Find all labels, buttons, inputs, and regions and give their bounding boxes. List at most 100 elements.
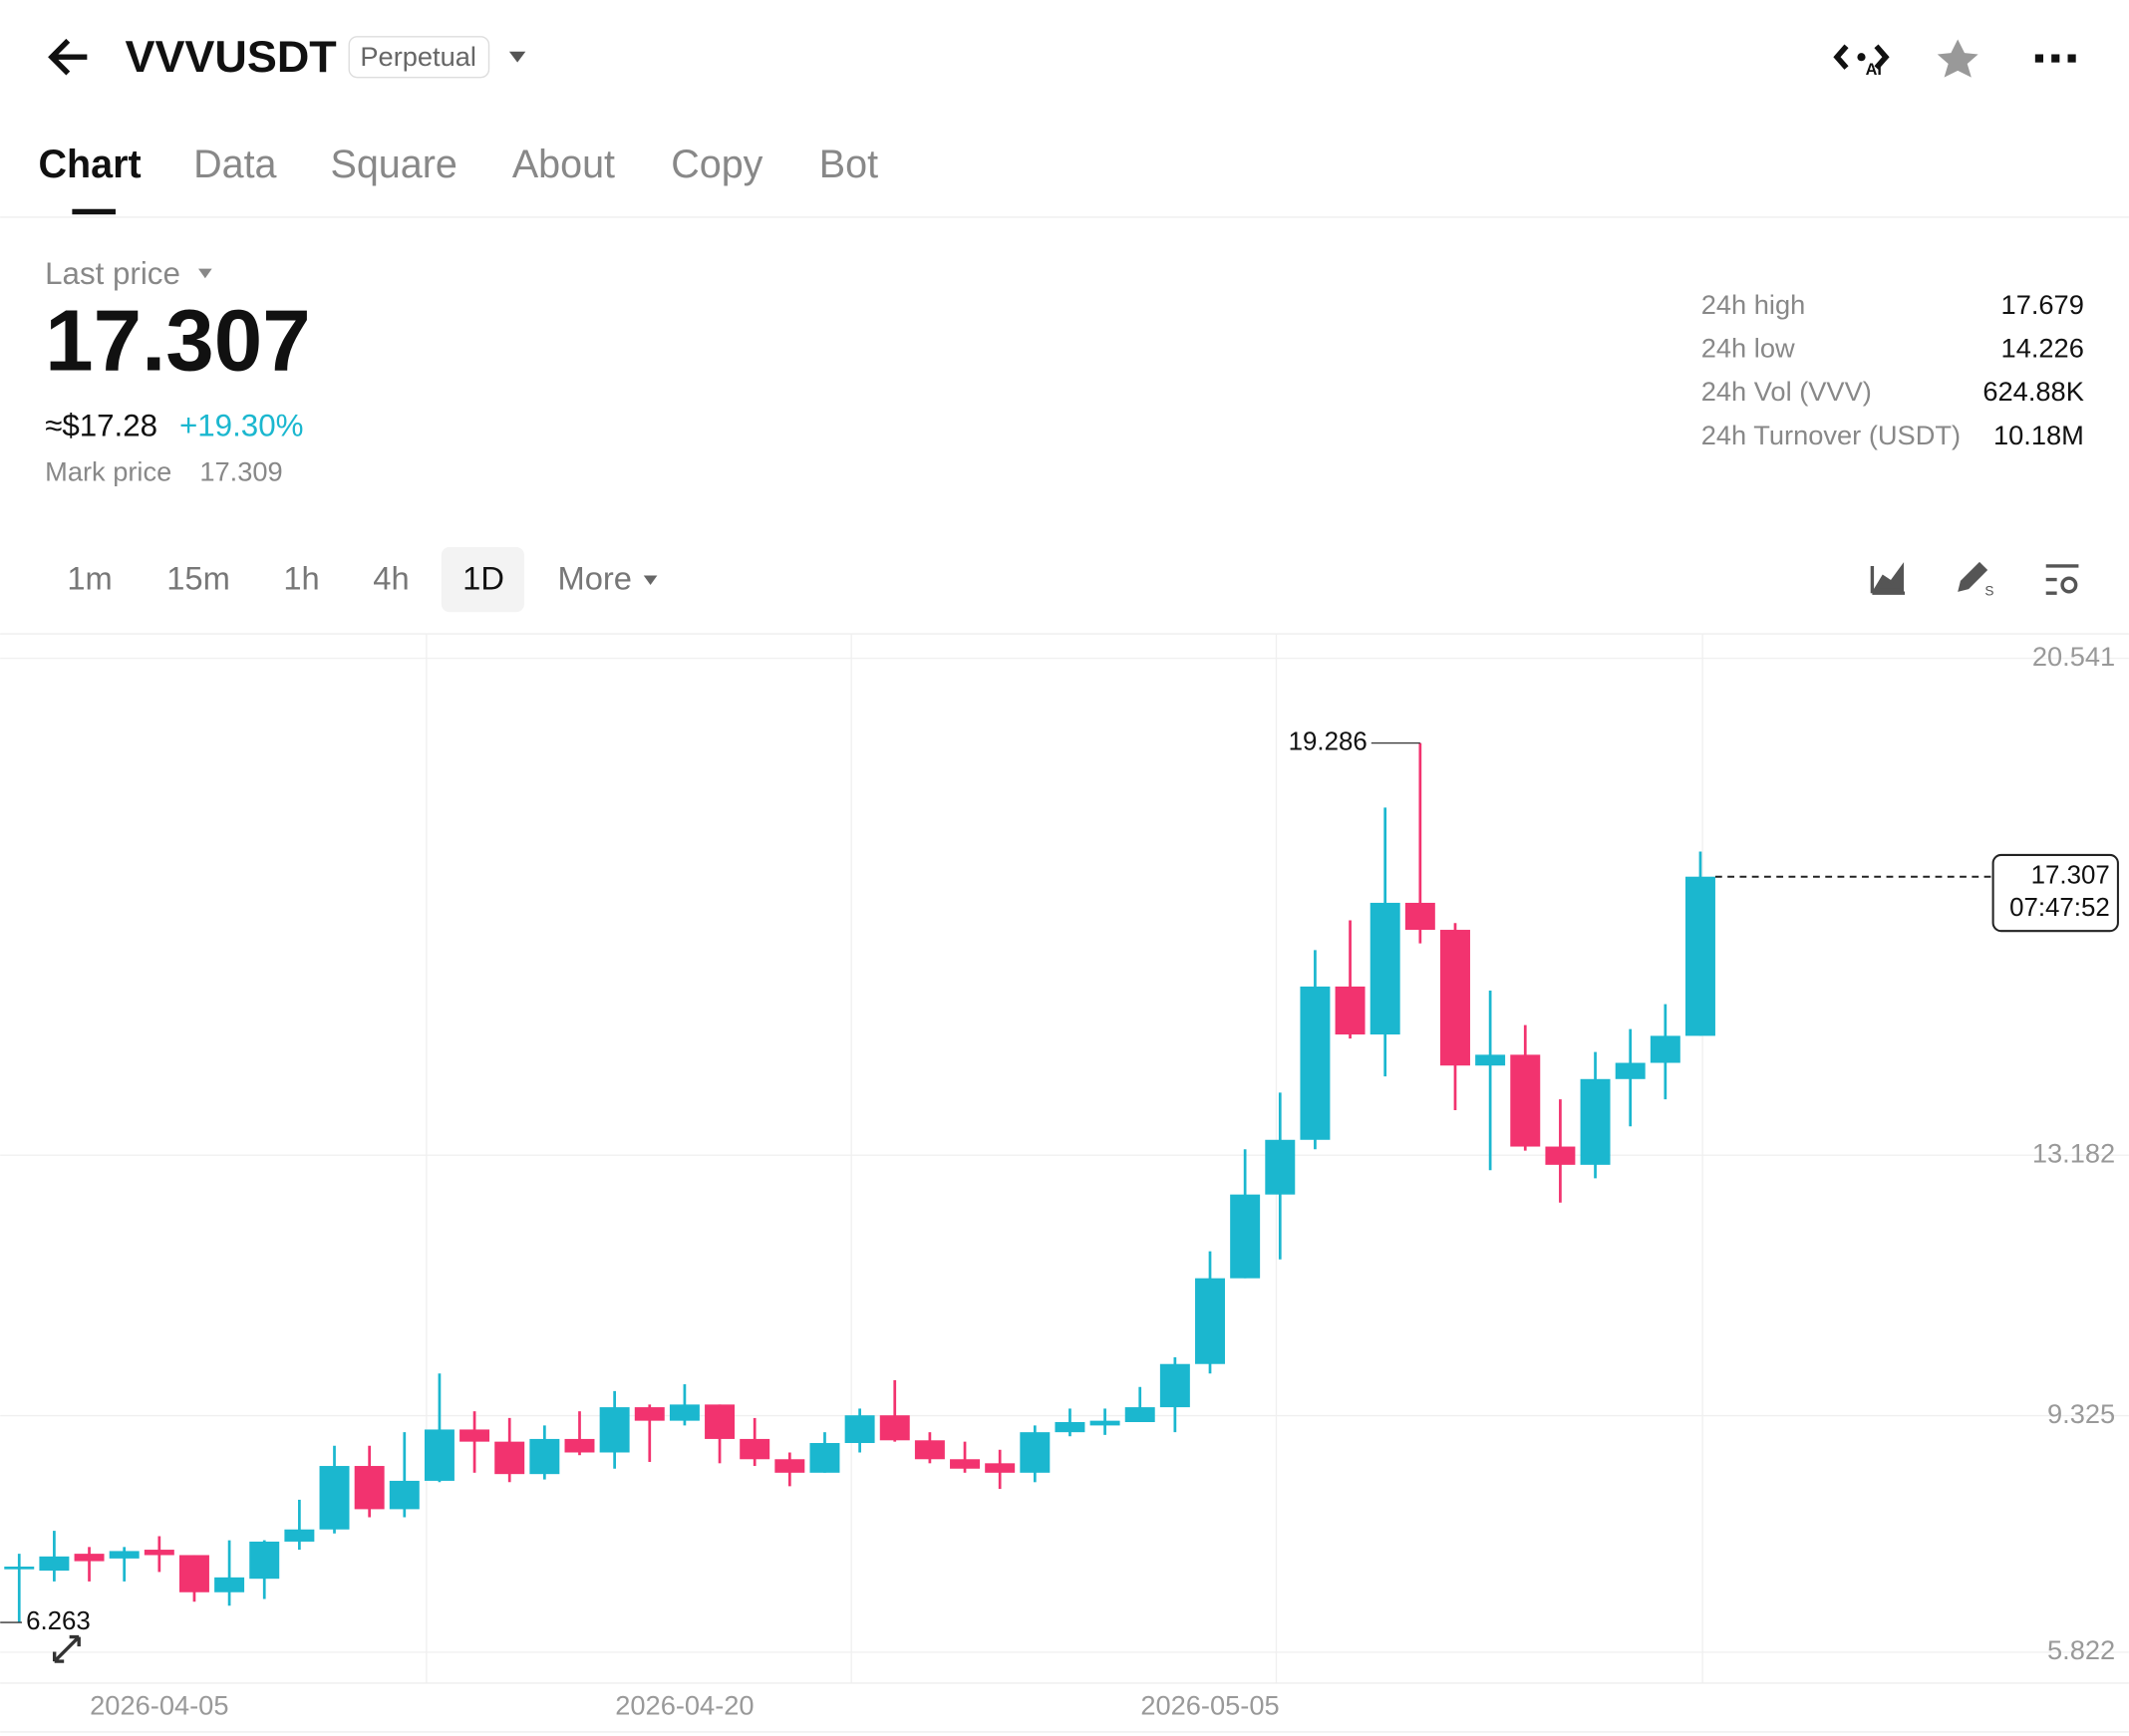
stat-value: 14.226 <box>2001 333 2084 364</box>
ai-icon[interactable]: AI <box>1833 44 1890 79</box>
more-dropdown[interactable] <box>643 575 658 586</box>
candle-body <box>1475 1054 1506 1066</box>
price-change: +19.30% <box>179 408 304 442</box>
stat-value: 10.18M <box>1993 420 2084 450</box>
stat-value: 17.679 <box>2001 289 2084 320</box>
candle-body <box>249 1541 280 1580</box>
candle-body <box>705 1404 736 1439</box>
x-tick-label: 2026-04-05 <box>90 1690 228 1721</box>
candle-body <box>1684 876 1715 1036</box>
stat-label: 24h low <box>1701 333 1795 364</box>
indicator-settings-icon[interactable] <box>2045 564 2079 595</box>
back-button[interactable] <box>48 38 88 76</box>
symbol-dropdown[interactable] <box>508 51 526 63</box>
y-tick-label: 20.541 <box>2032 641 2115 672</box>
mark-price: 17.309 <box>199 456 282 487</box>
candle-body <box>1545 1146 1576 1165</box>
badge-frame <box>348 36 490 79</box>
candle-body <box>740 1438 770 1460</box>
usd-price: ≈$17.28 <box>45 408 157 442</box>
candle-body <box>950 1459 981 1469</box>
interval[interactable]: More <box>558 560 632 597</box>
candle-body <box>1580 1078 1611 1165</box>
candle-body <box>564 1438 595 1453</box>
candle-body <box>459 1429 490 1442</box>
candle-body <box>1650 1035 1680 1063</box>
x-tick-label: 2026-05-05 <box>1140 1690 1279 1721</box>
last-price: 17.307 <box>45 293 311 390</box>
candle-body <box>774 1459 805 1473</box>
chart-type-icon[interactable] <box>1870 562 1906 595</box>
low-label: 6.263 <box>26 1607 91 1635</box>
tab[interactable]: Data <box>193 143 276 186</box>
mark-price-label: Mark price <box>45 456 171 487</box>
candle-body <box>284 1529 315 1542</box>
candle-body <box>1510 1054 1541 1147</box>
drawing-icon[interactable]: S <box>1958 561 1994 599</box>
x-tick-label: 2026-04-20 <box>615 1690 754 1721</box>
favorite-star[interactable] <box>1937 39 1978 78</box>
candle-body <box>669 1404 700 1421</box>
candle-body <box>319 1466 350 1530</box>
candle-body <box>214 1577 245 1592</box>
candle-body <box>74 1554 105 1562</box>
candle-body <box>1404 902 1435 931</box>
tab[interactable]: Bot <box>819 143 878 186</box>
y-tick-label: 13.182 <box>2032 1137 2115 1168</box>
badge: Perpetual <box>360 41 476 72</box>
candle-body <box>1020 1432 1051 1473</box>
last-price-tag-value: 17.307 <box>2031 862 2110 890</box>
last-price-tag <box>1991 853 2119 933</box>
tab[interactable]: Square <box>331 143 457 186</box>
active-interval-bg <box>441 546 524 613</box>
candle-body <box>1615 1062 1646 1079</box>
interval[interactable]: 4h <box>373 560 409 597</box>
candle-body <box>1440 930 1470 1066</box>
stat-value: 624.88K <box>1982 376 2083 407</box>
expand-icon[interactable] <box>52 1634 81 1663</box>
more-menu[interactable] <box>2034 54 2076 63</box>
candle-body <box>879 1415 910 1441</box>
candle-body <box>809 1443 840 1473</box>
tab[interactable]: About <box>512 143 615 186</box>
last-price-label: Last price <box>45 256 180 291</box>
candle-body <box>844 1415 875 1444</box>
interval[interactable]: 1D <box>462 560 504 597</box>
interval[interactable]: 1m <box>67 560 112 597</box>
candle-body <box>389 1480 420 1510</box>
interval[interactable]: 15m <box>166 560 230 597</box>
tab[interactable]: Copy <box>671 143 762 186</box>
stat-label: 24h Turnover (USDT) <box>1701 420 1961 450</box>
price-dropdown[interactable] <box>198 268 212 279</box>
candle-body <box>529 1438 560 1475</box>
candle-body <box>1230 1194 1261 1279</box>
candle-body <box>1300 986 1331 1140</box>
candle-body <box>494 1441 525 1475</box>
symbol-title: VVVUSDT <box>125 31 336 82</box>
candle-body <box>1055 1421 1085 1433</box>
candle-body <box>985 1463 1016 1473</box>
active-tab-indicator <box>72 208 116 215</box>
candle-body <box>1265 1139 1296 1195</box>
candle-body <box>634 1407 665 1421</box>
y-tick-label: 5.822 <box>2047 1634 2115 1665</box>
countdown: 07:47:52 <box>2009 894 2110 922</box>
stat-label: 24h high <box>1701 289 1806 320</box>
stat-label: 24h Vol (VVV) <box>1701 376 1872 407</box>
candle-body <box>914 1440 945 1460</box>
candle-body <box>39 1556 70 1572</box>
candle-body <box>1089 1420 1120 1426</box>
high-label: 19.286 <box>1289 727 1368 755</box>
svg-text:AI: AI <box>1866 61 1882 79</box>
tab[interactable]: Chart <box>39 143 142 186</box>
candle-body <box>354 1466 385 1510</box>
candle-body <box>424 1429 455 1481</box>
interval[interactable]: 1h <box>283 560 319 597</box>
y-tick-label: 9.325 <box>2047 1398 2115 1429</box>
svg-text:S: S <box>1984 583 1993 598</box>
candle-body <box>1369 902 1400 1035</box>
candle-body <box>1124 1407 1155 1422</box>
